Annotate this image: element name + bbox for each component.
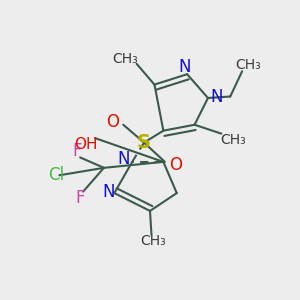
Text: O: O	[169, 156, 182, 174]
Text: CH₃: CH₃	[235, 58, 261, 72]
Text: F: F	[72, 142, 82, 160]
Text: CH₃: CH₃	[220, 133, 246, 147]
Text: OH: OH	[74, 136, 98, 152]
Text: N: N	[102, 183, 115, 201]
Text: F: F	[75, 189, 85, 207]
Text: N: N	[117, 150, 130, 168]
Text: N: N	[178, 58, 190, 76]
Text: O: O	[106, 113, 119, 131]
Text: CH₃: CH₃	[140, 234, 166, 248]
Text: S: S	[137, 133, 151, 152]
Text: Cl: Cl	[48, 166, 64, 184]
Text: CH₃: CH₃	[112, 52, 138, 66]
Text: N: N	[211, 88, 223, 106]
